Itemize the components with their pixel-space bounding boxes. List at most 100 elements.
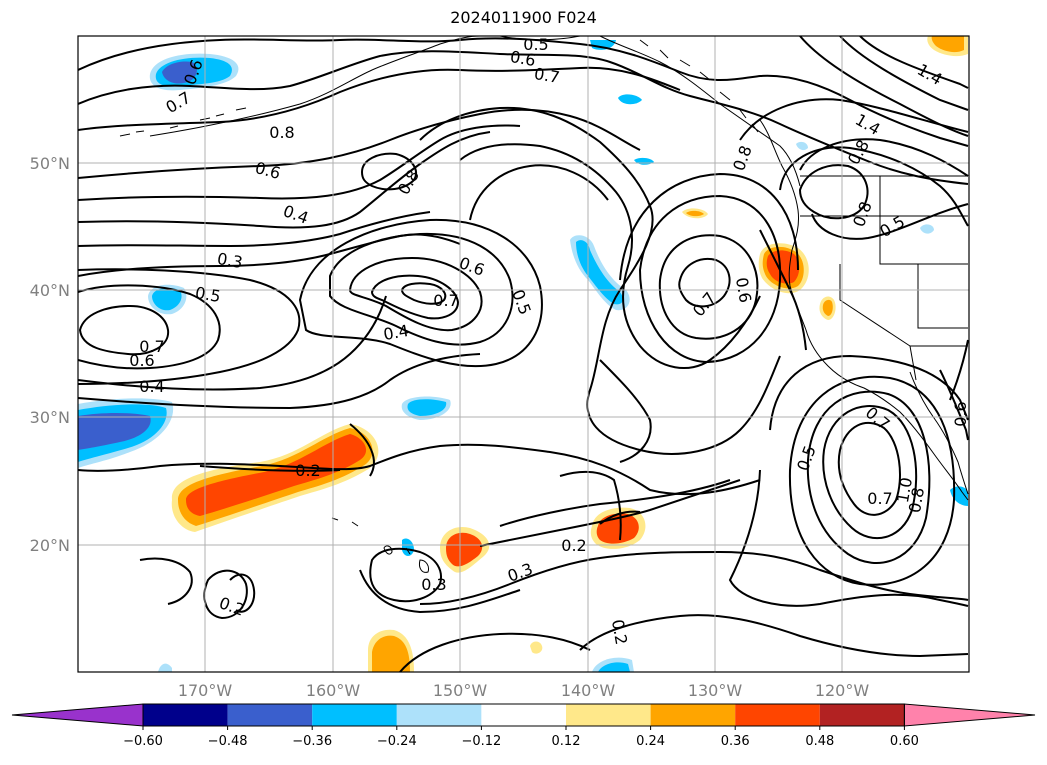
contour-line bbox=[837, 422, 901, 516]
fill-negative-small bbox=[590, 40, 616, 50]
contour-label: 0.8 bbox=[729, 143, 756, 173]
colorbar-outline bbox=[142, 703, 905, 727]
fill-negative-west bbox=[78, 413, 151, 450]
contour-line bbox=[798, 164, 869, 220]
fill-negative-small bbox=[402, 538, 414, 556]
contour-label: 0.4 bbox=[382, 321, 410, 344]
colorbar-extend-max bbox=[903, 703, 1036, 727]
contour-label: 1.0 bbox=[893, 476, 916, 504]
longitude-label: 120°W bbox=[815, 681, 870, 700]
contour-line bbox=[658, 234, 759, 340]
contour-line bbox=[599, 359, 652, 463]
latitude-label: 40°N bbox=[30, 281, 70, 300]
contour-line bbox=[788, 375, 956, 586]
colorbar-tick-label: 0.12 bbox=[552, 734, 581, 749]
colorbar-tick-label: −0.36 bbox=[292, 734, 332, 749]
grid-lines bbox=[78, 36, 969, 672]
fill-negative-small bbox=[920, 224, 934, 234]
fill-negative-small bbox=[634, 157, 654, 165]
contour-label: 0.8 bbox=[849, 199, 876, 229]
contour-label: 0.6 bbox=[253, 158, 283, 183]
state-border bbox=[800, 176, 968, 381]
contour-label: 0.7 bbox=[139, 337, 164, 356]
longitude-label: 170°W bbox=[178, 681, 233, 700]
contour-line bbox=[298, 218, 543, 368]
contour-line bbox=[479, 479, 741, 547]
contour-label: 0.3 bbox=[216, 249, 244, 272]
longitude-label: 140°W bbox=[561, 681, 616, 700]
fill-negative-west2 bbox=[152, 288, 182, 311]
contour-label: 0.5 bbox=[194, 283, 222, 306]
contour-line bbox=[469, 164, 609, 221]
latitude-label: 30°N bbox=[30, 408, 70, 427]
contour-line bbox=[329, 232, 514, 346]
contour-label: 1.4 bbox=[914, 60, 946, 89]
contour-line bbox=[728, 469, 969, 607]
fill-positive-small bbox=[530, 641, 543, 654]
contour-label: 0.7 bbox=[162, 88, 194, 117]
contour-line bbox=[769, 354, 969, 431]
colorbar-segment bbox=[735, 704, 820, 726]
contour-line bbox=[806, 390, 931, 564]
colorbar-segment bbox=[481, 704, 566, 726]
contour-line bbox=[579, 614, 969, 658]
contour-label: 0.3 bbox=[505, 559, 535, 586]
contour-label: 0.7 bbox=[433, 291, 458, 310]
contour-label: 0.2 bbox=[295, 461, 320, 480]
contour-line bbox=[638, 194, 782, 364]
contour-line bbox=[619, 172, 799, 281]
contour-line bbox=[369, 547, 442, 603]
contour-line bbox=[78, 443, 761, 496]
fill-negative-small bbox=[618, 94, 642, 105]
contour-label: 0.6 bbox=[457, 253, 487, 280]
contour-line bbox=[360, 152, 417, 191]
contour-labels: 0.50.60.70.60.70.80.60.40.81.41.40.80.80… bbox=[129, 35, 970, 646]
colorbar-segment bbox=[312, 704, 397, 726]
longitude-label: 160°W bbox=[306, 681, 361, 700]
colorbar-segment bbox=[566, 704, 651, 726]
colorbar-tick-label: −0.48 bbox=[208, 734, 248, 749]
contour-line bbox=[78, 295, 387, 391]
colorbar-tick-label: 0.36 bbox=[721, 734, 750, 749]
colorbar-segment bbox=[396, 704, 482, 726]
contour-line bbox=[599, 510, 641, 525]
islands-hawaii bbox=[331, 517, 429, 573]
colorbar-tick-label: 0.48 bbox=[805, 734, 834, 749]
fill-negative-gulf bbox=[162, 61, 197, 84]
colorbar-segment bbox=[143, 704, 228, 726]
contour-label: 0.8 bbox=[905, 486, 928, 514]
contour-line bbox=[399, 632, 591, 672]
contour-label: 0.7 bbox=[862, 403, 894, 434]
contour-label: 0.2 bbox=[217, 593, 247, 620]
contour-line bbox=[799, 36, 969, 137]
contour-label: 0.5 bbox=[793, 443, 820, 473]
contour-line bbox=[678, 258, 731, 308]
contour-line bbox=[839, 36, 969, 111]
contour-line bbox=[78, 50, 969, 185]
map-frame bbox=[77, 35, 970, 673]
state-border bbox=[917, 264, 968, 329]
map-title: 2024011900 F024 bbox=[450, 8, 597, 27]
colorbar-segment bbox=[650, 704, 736, 726]
colorbar-tick-label: −0.12 bbox=[461, 734, 501, 749]
fill-negative-mid bbox=[407, 399, 447, 416]
contour-line bbox=[78, 284, 221, 370]
contour-label: 0.6 bbox=[129, 351, 154, 370]
islands-coast bbox=[639, 39, 759, 133]
contour-line bbox=[359, 569, 521, 614]
contour-line bbox=[78, 124, 521, 201]
fill-positive-south bbox=[372, 635, 410, 672]
longitude-axis: 170°W 160°W 150°W 140°W 130°W 120°W bbox=[178, 681, 870, 700]
contour-line bbox=[419, 550, 969, 605]
latitude-label: 50°N bbox=[30, 154, 70, 173]
fill-negative-small bbox=[796, 141, 808, 151]
contour-line bbox=[349, 423, 375, 477]
contour-line bbox=[78, 37, 969, 147]
contour-line bbox=[348, 256, 483, 332]
contour-label: 0.6 bbox=[951, 401, 970, 426]
contour-line bbox=[859, 36, 969, 89]
contour-line bbox=[779, 146, 969, 227]
coastline-bc bbox=[759, 119, 799, 251]
contour-line bbox=[199, 465, 341, 472]
contour-line bbox=[78, 353, 481, 410]
